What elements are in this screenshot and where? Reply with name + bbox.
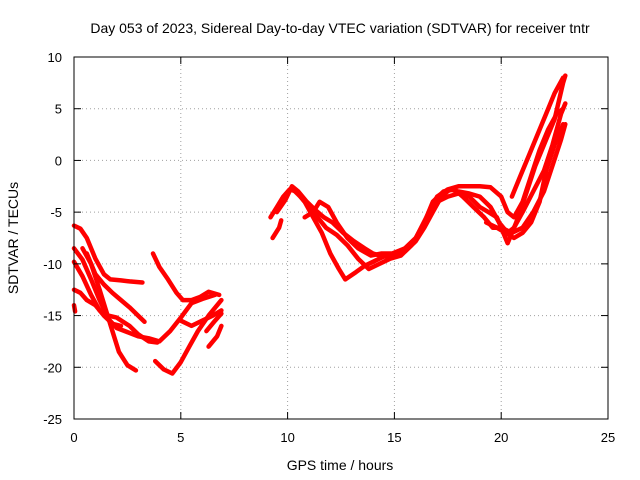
- data-series-19: [509, 75, 566, 199]
- y-tick-label: -20: [43, 360, 62, 375]
- data-series-10: [178, 308, 224, 329]
- x-tick-label: 15: [387, 430, 401, 445]
- data-series-11: [204, 311, 224, 334]
- data-series-17: [302, 121, 568, 258]
- x-tick-label: 0: [70, 430, 77, 445]
- x-tick-label: 25: [601, 430, 615, 445]
- y-tick-label: -25: [43, 412, 62, 427]
- data-series-12: [206, 323, 224, 349]
- x-axis-label: GPS time / hours: [287, 457, 394, 473]
- data-series-14: [268, 106, 566, 282]
- data-series-18: [483, 121, 566, 241]
- y-tick-label: -10: [43, 257, 62, 272]
- x-tick-label: 10: [280, 430, 294, 445]
- data-series-7: [84, 251, 147, 325]
- y-tick-label: 5: [55, 102, 62, 117]
- x-tick-label: 5: [177, 430, 184, 445]
- chart-title: Day 053 of 2023, Sidereal Day-to-day VTE…: [90, 20, 590, 36]
- y-tick-label: 0: [55, 153, 62, 168]
- data-series-3: [71, 259, 160, 345]
- y-tick-label: 10: [48, 50, 62, 65]
- data-series-group: [71, 73, 568, 376]
- data-series-1: [71, 223, 145, 285]
- y-tick-label: -15: [43, 309, 62, 324]
- y-axis-label: SDTVAR / TECUs: [5, 182, 21, 294]
- plot-frame: [73, 56, 609, 420]
- y-tick-label: -5: [50, 205, 62, 220]
- data-series-13: [270, 218, 284, 241]
- data-series-16: [289, 73, 568, 272]
- axis-ticks: 0 5 10 15 20 25 -25 -20 -15 -10 -5 0 5 10: [43, 50, 615, 445]
- data-series-8: [150, 251, 222, 303]
- x-tick-label: 20: [494, 430, 508, 445]
